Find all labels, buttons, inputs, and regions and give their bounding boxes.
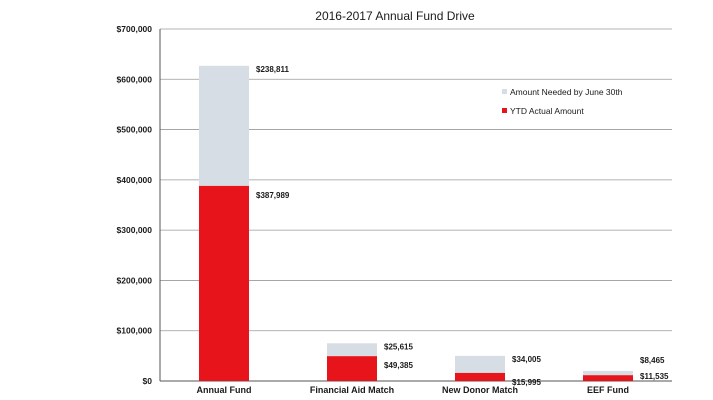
y-tick-label: $400,000 <box>117 175 153 185</box>
y-tick-label: $100,000 <box>117 326 153 336</box>
y-tick-label: $200,000 <box>117 275 153 285</box>
bar-amount-needed <box>455 355 505 373</box>
y-tick-label: $300,000 <box>117 225 153 235</box>
x-axis-ticks: Annual Fund Financial Aid Match New Donor … <box>197 385 630 395</box>
bar-ytd-actual <box>199 185 249 381</box>
y-tick-label: $600,000 <box>117 74 153 84</box>
data-label-ytd-actual: $15,995 <box>512 378 541 387</box>
y-axis-ticks: $0 $100,000 $200,000 $300,000 $400,000 $500,0… <box>117 24 153 386</box>
y-tick-label: $0 <box>143 376 153 386</box>
data-label-ytd-actual: $11,535 <box>640 372 669 381</box>
legend-swatch <box>502 108 507 113</box>
data-label-amount-needed: $34,005 <box>512 355 541 364</box>
legend-label: YTD Actual Amount <box>510 106 584 116</box>
bar-amount-needed <box>583 370 633 376</box>
chart-title: 2016-2017 Annual Fund Drive <box>315 9 475 23</box>
bar-ytd-actual <box>455 372 505 381</box>
legend: Amount Needed by June 30th YTD Actual Amo… <box>502 87 623 116</box>
legend-label: Amount Needed by June 30th <box>510 87 623 97</box>
legend-swatch <box>502 89 507 94</box>
bars <box>199 65 633 381</box>
y-tick-label: $500,000 <box>117 125 153 135</box>
x-tick-label: Financial Aid Match <box>310 385 394 395</box>
data-label-ytd-actual: $49,385 <box>384 361 413 370</box>
bar-ytd-actual <box>583 375 633 381</box>
data-label-amount-needed: $238,811 <box>256 65 289 74</box>
x-tick-label: EEF Fund <box>587 385 629 395</box>
x-tick-label: New Donor Match <box>442 385 518 395</box>
data-label-amount-needed: $25,615 <box>384 342 413 351</box>
y-tick-label: $700,000 <box>117 24 153 34</box>
data-labels: $238,811 $387,989 $25,615 $49,385 $34,005 $15… <box>256 65 669 387</box>
bar-amount-needed <box>199 65 249 186</box>
bar-ytd-actual <box>327 356 377 381</box>
data-label-amount-needed: $8,465 <box>640 356 665 365</box>
data-label-ytd-actual: $387,989 <box>256 191 290 200</box>
bar-amount-needed <box>327 343 377 357</box>
x-tick-label: Annual Fund <box>197 385 252 395</box>
